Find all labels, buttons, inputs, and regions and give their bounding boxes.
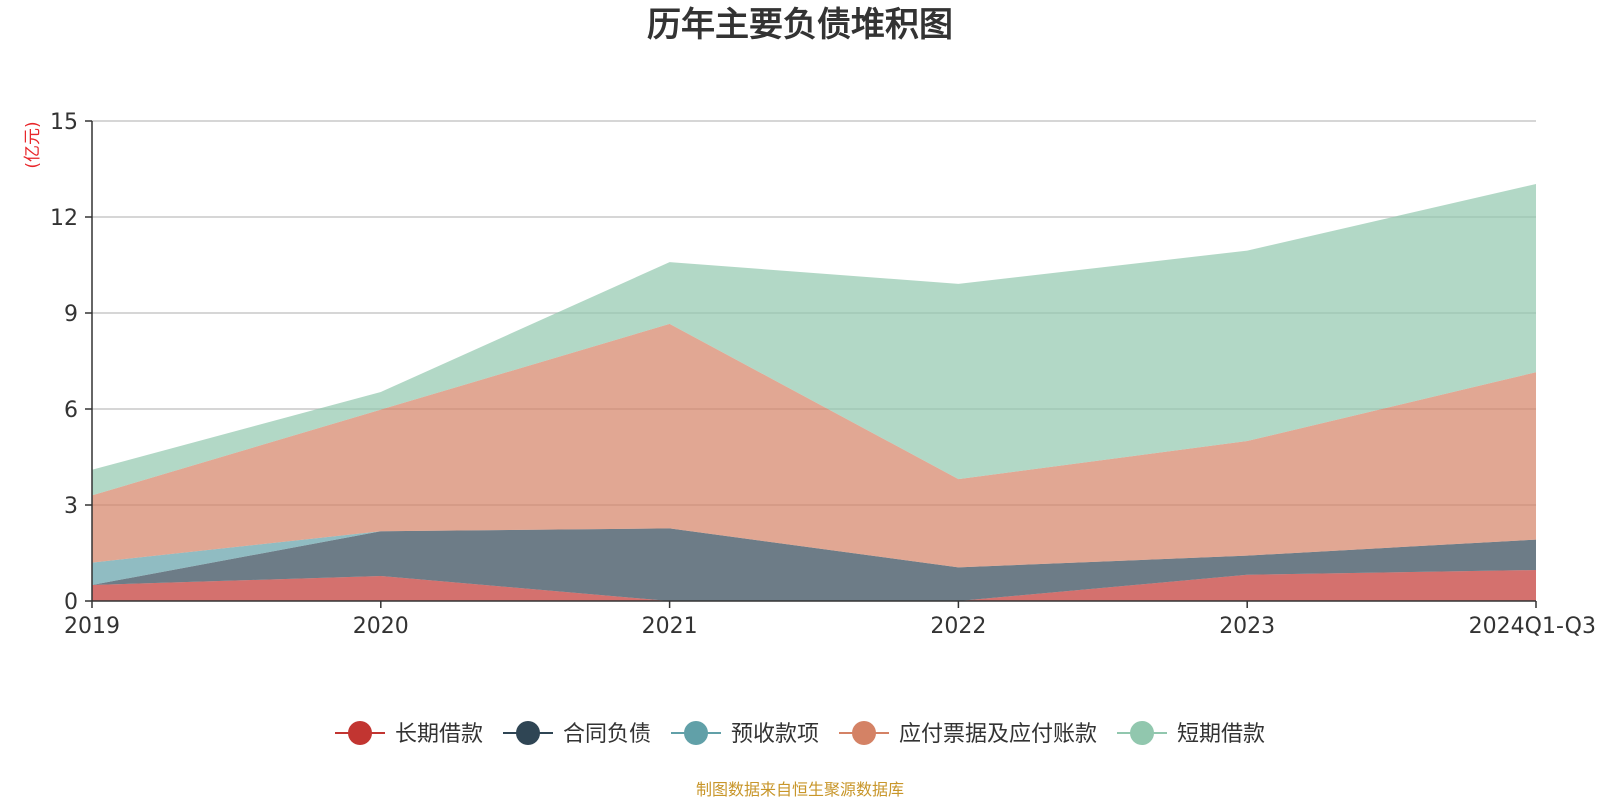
legend-item-0[interactable]: 长期借款 bbox=[335, 721, 483, 747]
x-tick-label-5: 2024Q1-Q3 bbox=[1469, 614, 1596, 639]
x-tick-label-1: 2020 bbox=[353, 614, 409, 639]
area-series-0[interactable] bbox=[92, 570, 1536, 601]
legend-label-2: 预收款项 bbox=[731, 722, 819, 747]
source-note: 制图数据来自恒生聚源数据库 bbox=[696, 780, 904, 799]
x-tick-label-2: 2021 bbox=[642, 614, 698, 639]
legend-label-1: 合同负债 bbox=[563, 722, 651, 747]
legend-marker-0 bbox=[348, 721, 372, 745]
axes: 0 3 6 9 12 15 2019 2020 2021 2022 2023 2024Q1-Q3 bbox=[50, 110, 1596, 639]
area-series-group bbox=[92, 184, 1536, 601]
legend-marker-3 bbox=[852, 721, 876, 745]
y-tick-label-0: 0 bbox=[64, 590, 78, 615]
legend-marker-4 bbox=[1130, 721, 1154, 745]
x-tick-label-4: 2023 bbox=[1219, 614, 1275, 639]
y-tick-label-6: 6 bbox=[64, 398, 78, 423]
area-series-4[interactable] bbox=[92, 184, 1536, 496]
chart-title: 历年主要负债堆积图 bbox=[647, 5, 953, 45]
y-tick-label-12: 12 bbox=[50, 206, 78, 231]
legend-marker-1 bbox=[516, 721, 540, 745]
legend-label-4: 短期借款 bbox=[1177, 722, 1265, 747]
legend-label-3: 应付票据及应付账款 bbox=[899, 722, 1097, 747]
x-tick-label-0: 2019 bbox=[64, 614, 120, 639]
y-tick-label-9: 9 bbox=[64, 302, 78, 327]
legend-item-2[interactable]: 预收款项 bbox=[671, 721, 819, 747]
x-tick-label-3: 2022 bbox=[930, 614, 986, 639]
legend-item-3[interactable]: 应付票据及应付账款 bbox=[839, 721, 1097, 747]
y-axis-unit-label: (亿元) bbox=[23, 121, 43, 168]
area-series-3[interactable] bbox=[92, 323, 1536, 568]
legend-item-4[interactable]: 短期借款 bbox=[1117, 721, 1265, 747]
legend-item-1[interactable]: 合同负债 bbox=[503, 721, 651, 747]
legend-label-0: 长期借款 bbox=[395, 722, 483, 747]
area-series-1[interactable] bbox=[92, 528, 1536, 601]
legend-marker-2 bbox=[684, 721, 708, 745]
legend[interactable]: 长期借款 合同负债 预收款项 应付票据及应付账款 短期借款 bbox=[335, 721, 1265, 747]
y-tick-label-3: 3 bbox=[64, 494, 78, 519]
y-tick-label-15: 15 bbox=[50, 110, 78, 135]
